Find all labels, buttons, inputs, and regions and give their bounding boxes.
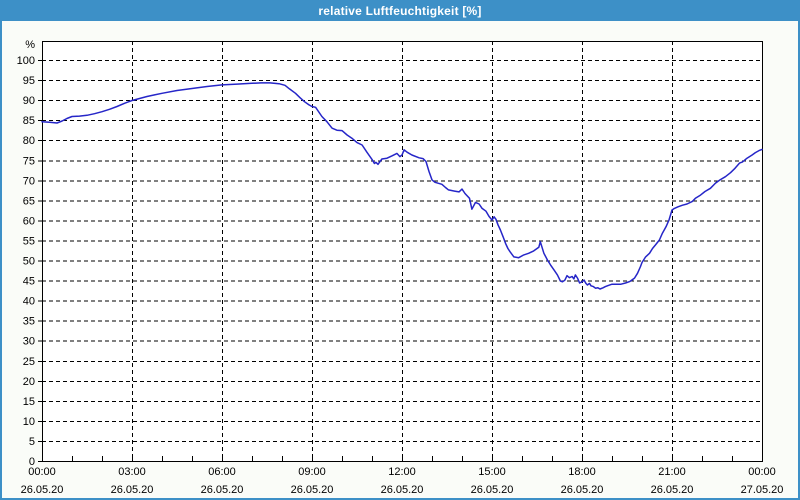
- x-tick-time-label: 15:00: [478, 466, 506, 478]
- x-tick-date-label: 26.05.20: [201, 484, 244, 496]
- x-tick-date-label: 26.05.20: [21, 484, 64, 496]
- x-tick-date-label: 26.05.20: [561, 484, 604, 496]
- x-tick-date-label: 26.05.20: [381, 484, 424, 496]
- y-tick-label: 55: [23, 235, 35, 247]
- y-tick-label: 45: [23, 276, 35, 288]
- y-tick-label: 30: [23, 336, 35, 348]
- plot-border: [42, 41, 763, 462]
- y-tick-label: 15: [23, 396, 35, 408]
- x-tick-time-label: 09:00: [298, 466, 326, 478]
- y-axis-unit-label: %: [25, 39, 35, 51]
- x-axis-labels: 00:00 26.05.20 03:00 26.05.20 06:00 26.05.20 0…: [21, 466, 784, 496]
- x-tick-time-label: 18:00: [568, 466, 596, 478]
- y-tick-label: 60: [23, 215, 35, 227]
- x-tick-time-label: 06:00: [208, 466, 236, 478]
- y-tick-label: 95: [23, 75, 35, 87]
- x-tick-date-label: 26.05.20: [471, 484, 514, 496]
- y-tick-label: 50: [23, 256, 35, 268]
- x-tick-date-label: 27.05.20: [741, 484, 784, 496]
- x-tick-time-label: 12:00: [388, 466, 416, 478]
- y-tick-label: 80: [23, 135, 35, 147]
- y-tick-label: 65: [23, 195, 35, 207]
- y-axis-labels: 0 5 10 15 20 25 30 35 40 45 50 55 60 65 70 75 80 85 90 95 10…: [17, 39, 36, 468]
- y-tick-label: 85: [23, 115, 35, 127]
- y-tick-label: 0: [29, 456, 35, 468]
- x-axis-ticks: [72, 456, 733, 461]
- x-tick-date-label: 26.05.20: [111, 484, 154, 496]
- y-tick-label: 40: [23, 296, 35, 308]
- y-tick-label: 90: [23, 95, 35, 107]
- x-tick-time-label: 21:00: [658, 466, 686, 478]
- y-tick-label: 70: [23, 175, 35, 187]
- x-tick-time-label: 00:00: [28, 466, 56, 478]
- y-tick-label: 100: [17, 55, 35, 67]
- window-title: relative Luftfeuchtigkeit [%]: [318, 3, 482, 18]
- window-titlebar[interactable]: relative Luftfeuchtigkeit [%]: [2, 0, 798, 21]
- vertical-gridlines: [132, 41, 673, 461]
- y-axis-ticks: [38, 60, 42, 462]
- y-tick-label: 25: [23, 356, 35, 368]
- y-tick-label: 75: [23, 155, 35, 167]
- x-tick-date-label: 26.05.20: [291, 484, 334, 496]
- x-tick-time-label: 03:00: [118, 466, 146, 478]
- y-tick-label: 35: [23, 316, 35, 328]
- y-tick-label: 5: [29, 436, 35, 448]
- y-tick-label: 20: [23, 376, 35, 388]
- x-tick-date-label: 26.05.20: [651, 484, 694, 496]
- humidity-series-line: [41, 82, 763, 290]
- x-tick-time-label: 00:00: [748, 466, 776, 478]
- y-tick-label: 10: [23, 416, 35, 428]
